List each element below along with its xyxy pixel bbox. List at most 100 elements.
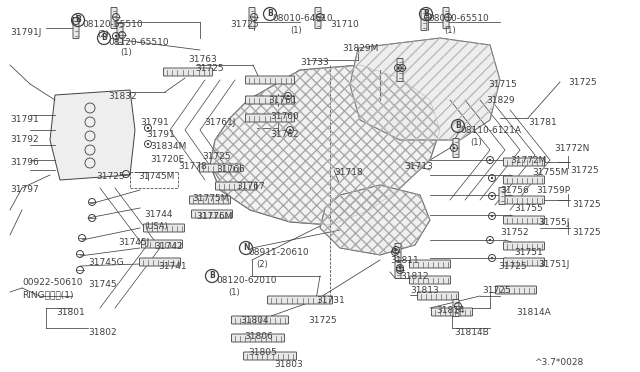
Text: 31814B: 31814B (454, 328, 489, 337)
FancyBboxPatch shape (140, 258, 180, 266)
Text: (2): (2) (256, 260, 268, 269)
FancyBboxPatch shape (431, 308, 472, 316)
Text: (1): (1) (290, 26, 301, 35)
Text: 31778: 31778 (178, 162, 207, 171)
Text: B: B (75, 16, 81, 25)
Circle shape (115, 35, 117, 37)
Text: 31796: 31796 (10, 158, 39, 167)
FancyBboxPatch shape (246, 114, 294, 122)
Text: 31814: 31814 (436, 306, 465, 315)
Text: 08911-20610: 08911-20610 (248, 248, 308, 257)
Polygon shape (210, 65, 440, 225)
Text: 31813: 31813 (410, 286, 439, 295)
FancyBboxPatch shape (504, 176, 545, 184)
FancyBboxPatch shape (504, 258, 545, 266)
Text: 31725: 31725 (482, 286, 511, 295)
Text: B: B (209, 272, 215, 280)
Text: (1): (1) (470, 138, 482, 147)
FancyBboxPatch shape (189, 196, 230, 204)
FancyBboxPatch shape (499, 187, 505, 205)
Text: 31791J: 31791J (10, 28, 42, 37)
FancyBboxPatch shape (410, 276, 451, 284)
Text: 31731: 31731 (316, 296, 345, 305)
Text: 31761J: 31761J (204, 118, 236, 127)
Text: 31725: 31725 (572, 228, 600, 237)
FancyBboxPatch shape (232, 334, 285, 342)
Text: 31713: 31713 (404, 162, 433, 171)
FancyBboxPatch shape (410, 260, 451, 268)
Circle shape (399, 267, 401, 269)
Text: 31725: 31725 (195, 64, 223, 73)
FancyBboxPatch shape (246, 76, 294, 84)
FancyBboxPatch shape (315, 7, 321, 29)
FancyBboxPatch shape (73, 17, 79, 38)
Text: 31751J: 31751J (538, 260, 570, 269)
Text: 31725: 31725 (202, 152, 230, 161)
Text: 31756: 31756 (500, 186, 529, 195)
FancyBboxPatch shape (417, 292, 458, 300)
Text: 31725: 31725 (568, 78, 596, 87)
Polygon shape (350, 38, 500, 140)
Text: N: N (243, 244, 249, 253)
Circle shape (491, 215, 493, 217)
Text: 08010-64510: 08010-64510 (272, 14, 333, 23)
Text: 31755M: 31755M (532, 168, 568, 177)
Text: (1): (1) (120, 48, 132, 57)
Text: 31755: 31755 (514, 204, 543, 213)
Text: 31745J: 31745J (118, 238, 149, 247)
FancyBboxPatch shape (141, 240, 182, 248)
Text: 31725: 31725 (308, 316, 337, 325)
FancyBboxPatch shape (504, 216, 545, 224)
Text: 31772N: 31772N (554, 144, 589, 153)
Text: 31806: 31806 (244, 332, 273, 341)
FancyBboxPatch shape (249, 7, 255, 29)
Text: 31814A: 31814A (516, 308, 551, 317)
Circle shape (147, 143, 149, 145)
Polygon shape (50, 90, 135, 180)
Circle shape (453, 147, 455, 149)
Circle shape (489, 159, 492, 161)
Circle shape (395, 249, 397, 251)
Text: 31745G: 31745G (88, 258, 124, 267)
FancyBboxPatch shape (200, 164, 241, 172)
FancyBboxPatch shape (504, 196, 545, 204)
FancyBboxPatch shape (453, 138, 459, 157)
Text: 31804: 31804 (240, 316, 269, 325)
Text: 31776M: 31776M (196, 212, 232, 221)
Text: 31805: 31805 (248, 348, 276, 357)
Text: B: B (423, 10, 429, 19)
Text: 31801: 31801 (56, 308, 84, 317)
Text: (USA): (USA) (144, 222, 168, 231)
FancyBboxPatch shape (111, 7, 117, 29)
Text: (2): (2) (97, 30, 109, 39)
Text: 31829M: 31829M (342, 44, 378, 53)
Text: 08110-6121A: 08110-6121A (460, 126, 521, 135)
Text: 31720E: 31720E (150, 155, 184, 164)
Text: 31725: 31725 (230, 20, 259, 29)
Text: 31725: 31725 (96, 172, 125, 181)
Text: (1): (1) (228, 288, 240, 297)
Circle shape (289, 129, 291, 131)
Text: 31745M: 31745M (138, 172, 174, 181)
Text: 31791: 31791 (10, 115, 39, 124)
Circle shape (491, 195, 493, 197)
Text: 08120-65510: 08120-65510 (82, 20, 143, 29)
FancyBboxPatch shape (143, 224, 184, 232)
Text: 31760: 31760 (270, 112, 299, 121)
Text: 31781: 31781 (528, 118, 557, 127)
Text: ^3.7*0028: ^3.7*0028 (534, 358, 583, 367)
Text: 31715: 31715 (488, 80, 516, 89)
Text: (1): (1) (444, 26, 456, 35)
Text: 31725: 31725 (498, 262, 527, 271)
Text: 08120-62010: 08120-62010 (216, 276, 276, 285)
Text: 31742: 31742 (154, 242, 182, 251)
FancyBboxPatch shape (163, 68, 212, 76)
Text: 31763: 31763 (188, 55, 217, 64)
Text: 31755J: 31755J (538, 218, 570, 227)
FancyBboxPatch shape (504, 242, 545, 250)
FancyBboxPatch shape (495, 286, 536, 294)
FancyBboxPatch shape (421, 10, 427, 31)
Circle shape (489, 239, 492, 241)
FancyBboxPatch shape (395, 244, 401, 260)
Text: 31710: 31710 (330, 20, 359, 29)
